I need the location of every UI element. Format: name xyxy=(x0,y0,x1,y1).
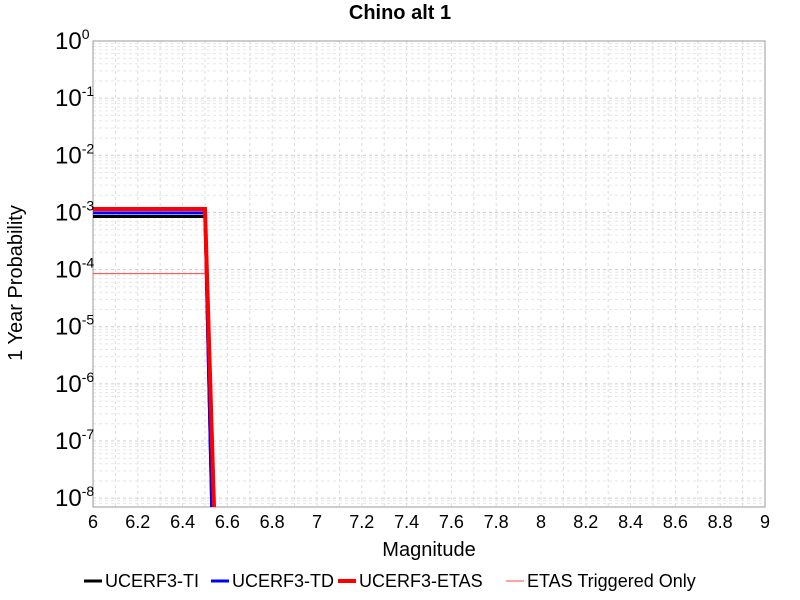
legend-label: ETAS Triggered Only xyxy=(527,571,696,591)
x-tick-label: 8.4 xyxy=(618,512,643,532)
y-tick-label: 10-3 xyxy=(55,197,94,226)
x-axis-label: Magnitude xyxy=(382,539,475,561)
x-tick-label: 7.6 xyxy=(439,512,464,532)
legend-label: UCERF3-TI xyxy=(105,571,199,591)
grid xyxy=(92,40,766,508)
x-axis-ticks: 6 6.2 6.4 6.6 6.8 7 7.2 7.4 7.6 7.8 8 8.2 8.4 8.6 8.8 9 xyxy=(88,512,770,532)
x-tick-label: 8.8 xyxy=(708,512,733,532)
x-tick-label: 7.4 xyxy=(394,512,419,532)
x-tick-label: 9 xyxy=(760,512,770,532)
x-tick-label: 8.2 xyxy=(573,512,598,532)
x-tick-label: 6.2 xyxy=(125,512,150,532)
y-tick-label: 10-4 xyxy=(55,255,94,284)
x-tick-label: 8.6 xyxy=(663,512,688,532)
y-tick-label: 10-8 xyxy=(55,483,94,512)
x-tick-label: 6 xyxy=(88,512,98,532)
series-lines xyxy=(93,207,216,508)
legend: UCERF3-TI UCERF3-TD UCERF3-ETAS ETAS Trigge… xyxy=(84,571,696,591)
y-axis-label: 1 Year Probability xyxy=(5,205,27,361)
x-tick-label: 6.8 xyxy=(260,512,285,532)
x-tick-label: 6.4 xyxy=(170,512,195,532)
x-tick-label: 6.6 xyxy=(215,512,240,532)
y-tick-label: 10-1 xyxy=(55,83,94,112)
y-tick-label: 10-5 xyxy=(55,312,94,341)
series-line-ucerf3-ti xyxy=(93,215,214,508)
x-tick-label: 8 xyxy=(536,512,546,532)
y-tick-label: 10-6 xyxy=(55,369,94,398)
y-tick-label: 10-2 xyxy=(55,140,94,169)
y-axis-ticks: 100 10-1 10-2 10-3 10-4 10-5 10-6 10-7 10-8 xyxy=(55,26,94,512)
x-tick-label: 7.2 xyxy=(349,512,374,532)
y-tick-label: 100 xyxy=(55,26,90,55)
series-line-ucerf3-etas xyxy=(93,207,216,508)
chart-title: Chino alt 1 xyxy=(349,2,451,24)
legend-label: UCERF3-TD xyxy=(232,571,334,591)
legend-label: UCERF3-ETAS xyxy=(359,571,483,591)
series-line-ucerf3-td xyxy=(93,211,214,508)
y-tick-label: 10-7 xyxy=(55,426,94,455)
x-tick-label: 7.8 xyxy=(484,512,509,532)
x-tick-label: 7 xyxy=(312,512,322,532)
